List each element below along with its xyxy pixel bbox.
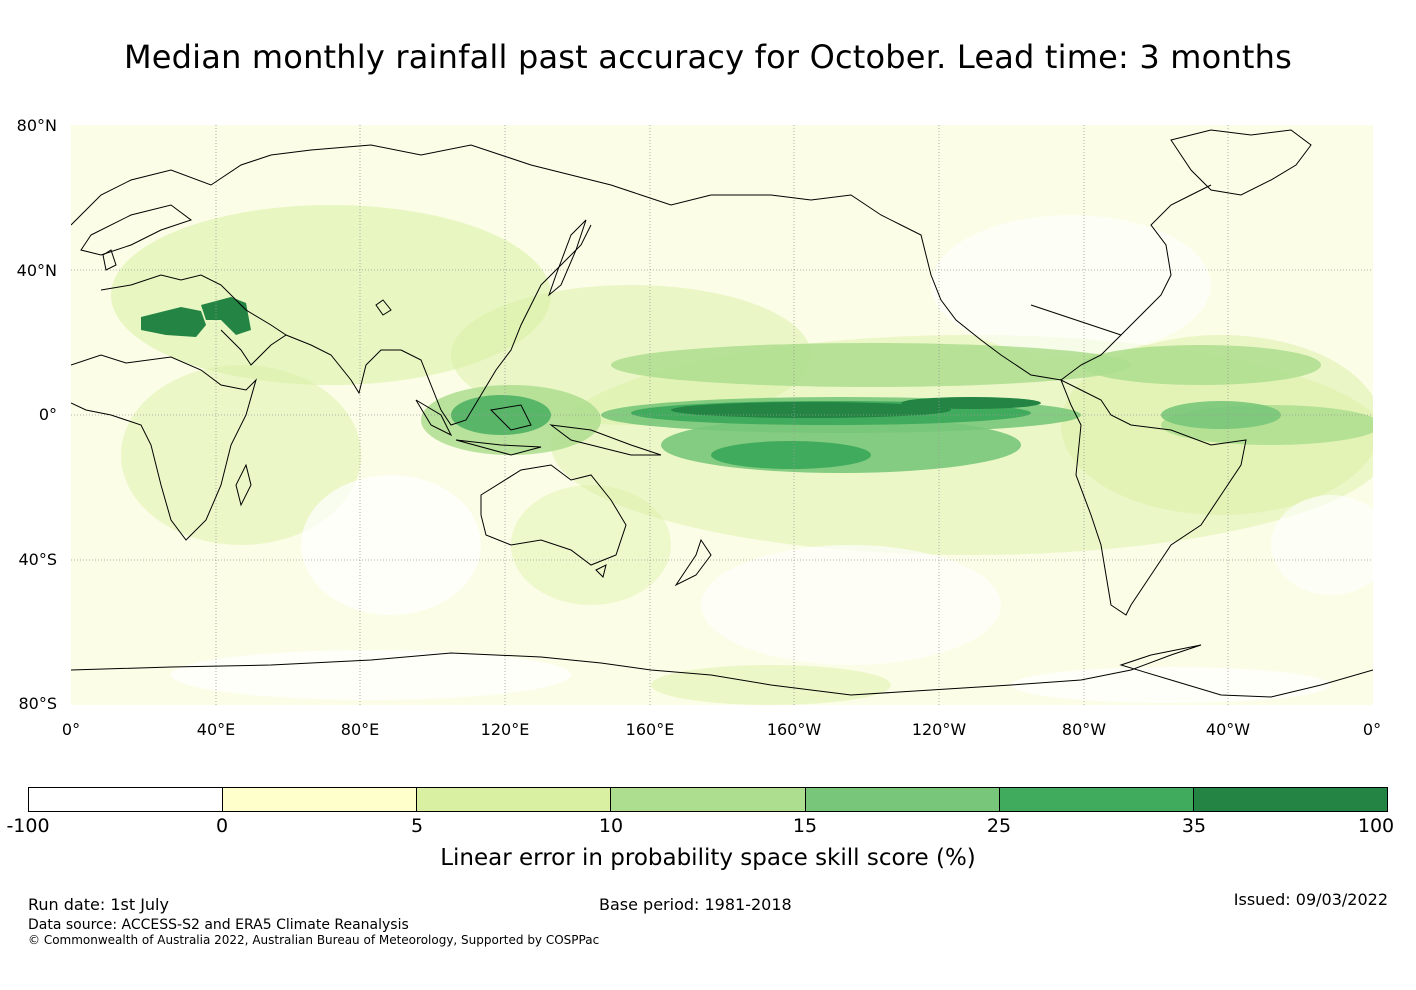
copyright: © Commonwealth of Australia 2022, Austra…	[28, 933, 600, 947]
map-canvas	[71, 125, 1373, 705]
colorbar-segment	[417, 788, 612, 811]
lon-label-40e: 40°E	[196, 720, 236, 739]
colorbar-tick: 35	[1181, 815, 1207, 837]
data-source: Data source: ACCESS-S2 and ERA5 Climate …	[28, 917, 409, 933]
lat-label-80n: 80°N	[16, 116, 57, 135]
colorbar-segment	[805, 788, 1000, 811]
gridlines	[71, 125, 1373, 705]
lon-label-160w: 160°W	[766, 720, 822, 739]
base-period: Base period: 1981-2018	[599, 895, 792, 914]
skill-field	[111, 205, 1373, 705]
colorbar-tick: 25	[986, 815, 1012, 837]
run-date: Run date: 1st July	[28, 895, 169, 914]
map-title: Median monthly rainfall past accuracy fo…	[123, 38, 1293, 76]
colorbar-tick: 5	[410, 815, 424, 837]
colorbar-label: Linear error in probability space skill …	[440, 845, 976, 871]
lat-label-80s: 80°S	[18, 694, 57, 713]
colorbar-segment	[611, 788, 806, 811]
issued-date: Issued: 09/03/2022	[1233, 890, 1388, 909]
colorbar-tick: 10	[598, 815, 624, 837]
lon-label-0-west: 0°	[61, 720, 81, 739]
lon-label-80e: 80°E	[340, 720, 380, 739]
lat-label-0: 0°	[38, 405, 57, 424]
colorbar-segment	[223, 788, 418, 811]
world-skill-map	[71, 125, 1373, 705]
colorbar-tick: 15	[792, 815, 818, 837]
lon-label-120w: 120°W	[911, 720, 967, 739]
colorbar-segment	[29, 788, 224, 811]
lon-label-160e: 160°E	[625, 720, 675, 739]
colorbar-tick: 100	[1357, 815, 1395, 837]
coastlines	[71, 129, 1373, 698]
lon-label-80w: 80°W	[1061, 720, 1107, 739]
colorbar-tick: -100	[6, 815, 50, 837]
colorbar-segment	[1193, 788, 1387, 811]
lat-label-40s: 40°S	[18, 550, 57, 569]
lon-label-0-east: 0°	[1362, 720, 1382, 739]
colorbar-segment	[999, 788, 1194, 811]
colorbar	[28, 787, 1388, 812]
lat-label-40n: 40°N	[16, 261, 57, 280]
lon-label-40w: 40°W	[1205, 720, 1251, 739]
lon-label-120e: 120°E	[480, 720, 530, 739]
colorbar-tick: 0	[215, 815, 229, 837]
